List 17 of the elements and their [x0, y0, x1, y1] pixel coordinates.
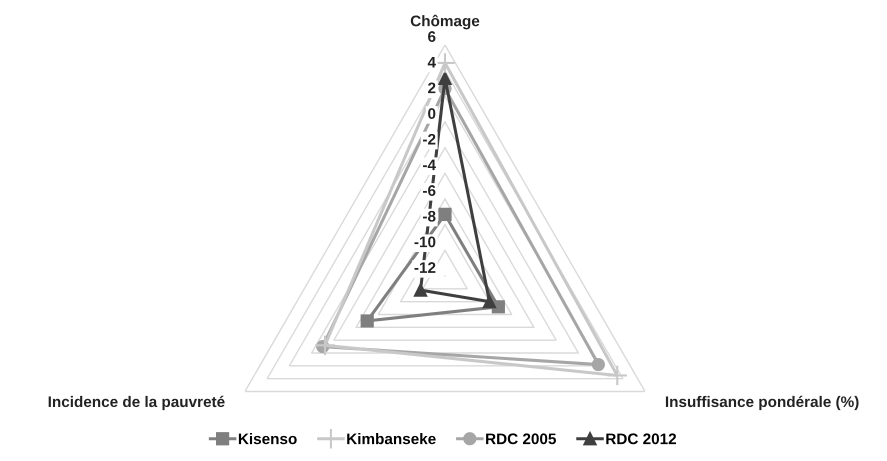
spoke-label: Incidence de la pauvreté: [48, 396, 225, 410]
y-tick-label: 6: [428, 31, 436, 42]
legend-label: RDC 2012: [606, 433, 676, 444]
legend-label: RDC 2005: [486, 433, 556, 444]
legend-label: Kimbanseke: [347, 433, 436, 444]
y-tick-label: -2: [423, 134, 436, 144]
y-tick-label: 4: [428, 56, 436, 68]
y-tick-label: -12: [414, 262, 436, 273]
y-tick-label: -6: [423, 185, 436, 196]
y-tick-label: 2: [428, 82, 436, 94]
y-tick-label: -4: [423, 160, 436, 170]
spoke-label: Insuffisance pondérale (%): [666, 396, 859, 410]
y-tick-label: 0: [428, 108, 436, 119]
legend-label: Kisenso: [238, 433, 297, 444]
y-tick-label: -8: [423, 210, 436, 222]
y-tick-label: -10: [414, 236, 436, 248]
spoke-label: Chômage: [410, 14, 480, 30]
